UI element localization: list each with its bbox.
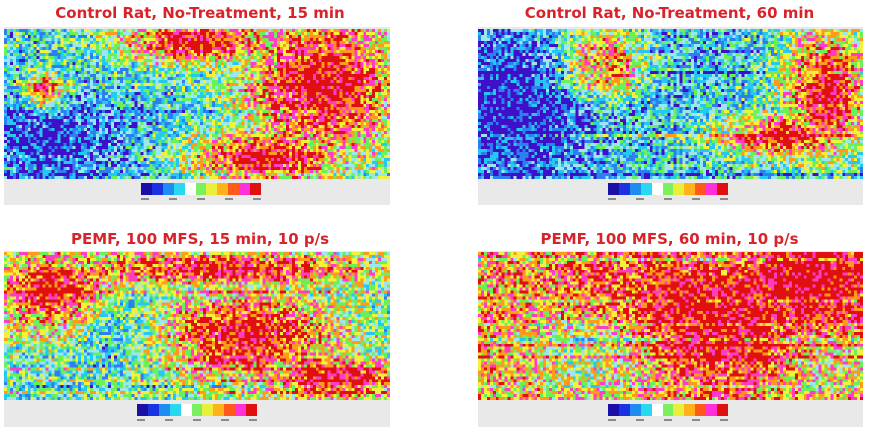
colorbar-swatch xyxy=(169,404,181,416)
heatmap-image xyxy=(4,29,390,179)
map-frame xyxy=(4,251,390,427)
colorbar-tick xyxy=(141,198,149,200)
heatmap-image xyxy=(4,252,390,400)
colorbar-swatch xyxy=(158,404,170,416)
colorbar-swatch xyxy=(213,404,225,416)
colorbar-swatch xyxy=(228,183,240,195)
colorbar-ticks xyxy=(141,197,261,200)
panel-title: PEMF, 100 MFS, 15 min, 10 p/s xyxy=(70,230,330,248)
colorbar-swatch xyxy=(173,183,185,195)
colorbar-swatch xyxy=(684,183,696,195)
colorbar-tick xyxy=(664,419,672,421)
colorbar-swatch xyxy=(147,404,159,416)
colorbar-swatch xyxy=(662,404,674,416)
map-frame xyxy=(478,251,863,427)
colorbar-swatch xyxy=(250,183,261,195)
colorbar-tick xyxy=(165,419,173,421)
colorbar-ticks xyxy=(608,197,728,200)
colorbar-ticks xyxy=(608,418,728,421)
colorbar-swatch xyxy=(695,183,707,195)
colorbar-swatch xyxy=(608,183,619,195)
colorbar xyxy=(608,183,728,195)
colorbar-tick xyxy=(636,419,644,421)
heatmap-image xyxy=(478,29,863,179)
colorbar-tick xyxy=(221,419,229,421)
colorbar-tick xyxy=(608,198,616,200)
colorbar-swatch xyxy=(235,404,247,416)
colorbar-tick xyxy=(692,419,700,421)
colorbar-tick xyxy=(249,419,257,421)
colorbar-swatch xyxy=(618,183,630,195)
colorbar-swatch xyxy=(141,183,152,195)
colorbar xyxy=(141,183,261,195)
colorbar-swatch xyxy=(608,404,619,416)
colorbar-tick xyxy=(137,419,145,421)
colorbar-tick xyxy=(636,198,644,200)
colorbar-swatch xyxy=(640,404,652,416)
map-frame xyxy=(4,27,390,205)
colorbar-swatch xyxy=(618,404,630,416)
colorbar xyxy=(608,404,728,416)
colorbar-swatch xyxy=(162,183,174,195)
colorbar-tick xyxy=(720,419,728,421)
colorbar-swatch xyxy=(239,183,251,195)
colorbar-swatch xyxy=(202,404,214,416)
colorbar-swatch xyxy=(224,404,236,416)
heatmap-image xyxy=(478,252,863,400)
colorbar-swatch xyxy=(662,183,674,195)
colorbar-swatch xyxy=(717,404,728,416)
panel-title: Control Rat, No-Treatment, 60 min xyxy=(524,4,815,22)
panel-title: Control Rat, No-Treatment, 15 min xyxy=(55,4,345,22)
colorbar-swatch xyxy=(651,183,663,195)
map-frame xyxy=(478,27,863,205)
colorbar-swatch xyxy=(217,183,229,195)
colorbar-swatch xyxy=(184,183,196,195)
colorbar-tick xyxy=(253,198,261,200)
colorbar-swatch xyxy=(246,404,257,416)
colorbar-swatch xyxy=(651,404,663,416)
colorbar-swatch xyxy=(137,404,148,416)
colorbar-swatch xyxy=(717,183,728,195)
colorbar xyxy=(137,404,257,416)
colorbar-tick xyxy=(664,198,672,200)
colorbar-swatch xyxy=(629,404,641,416)
colorbar-swatch xyxy=(206,183,218,195)
colorbar-tick xyxy=(692,198,700,200)
colorbar-tick xyxy=(193,419,201,421)
colorbar-tick xyxy=(720,198,728,200)
colorbar-swatch xyxy=(191,404,203,416)
colorbar-swatch xyxy=(673,404,685,416)
colorbar-tick xyxy=(169,198,177,200)
panel-control-60min: Control Rat, No-Treatment, 60 min xyxy=(470,0,869,205)
colorbar-swatch xyxy=(684,404,696,416)
colorbar-swatch xyxy=(673,183,685,195)
panel-pemf-60min: PEMF, 100 MFS, 60 min, 10 p/s xyxy=(470,220,869,427)
panel-pemf-15min: PEMF, 100 MFS, 15 min, 10 p/s xyxy=(0,220,400,427)
colorbar-ticks xyxy=(137,418,257,421)
colorbar-swatch xyxy=(640,183,652,195)
colorbar-swatch xyxy=(695,404,707,416)
colorbar-swatch xyxy=(706,404,718,416)
panel-title: PEMF, 100 MFS, 60 min, 10 p/s xyxy=(540,230,799,248)
colorbar-swatch xyxy=(151,183,163,195)
colorbar-tick xyxy=(225,198,233,200)
colorbar-swatch xyxy=(629,183,641,195)
colorbar-swatch xyxy=(706,183,718,195)
colorbar-swatch xyxy=(180,404,192,416)
colorbar-swatch xyxy=(195,183,207,195)
colorbar-tick xyxy=(197,198,205,200)
colorbar-tick xyxy=(608,419,616,421)
panel-control-15min: Control Rat, No-Treatment, 15 min xyxy=(0,0,400,205)
